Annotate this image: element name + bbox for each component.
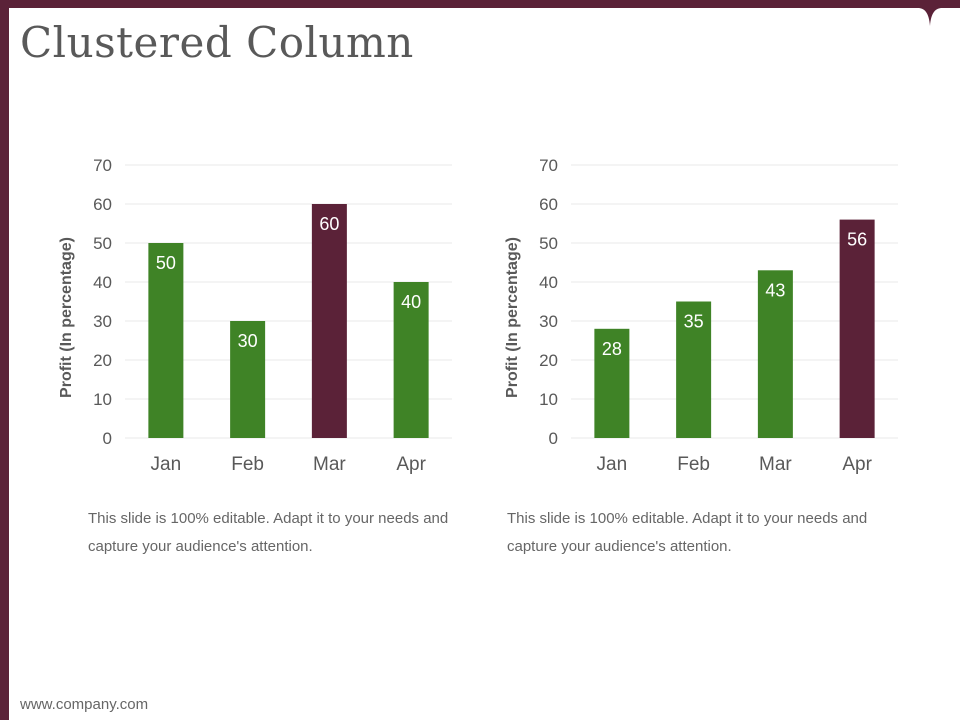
- data-label: 35: [684, 312, 704, 332]
- y-tick-label: 20: [93, 351, 112, 370]
- chart-right-description: This slide is 100% editable. Adapt it to…: [507, 510, 868, 555]
- y-tick-label: 50: [93, 234, 112, 253]
- y-tick-label: 20: [539, 351, 558, 370]
- top-accent-bar: [0, 0, 960, 8]
- data-label: 28: [602, 339, 622, 359]
- y-tick-label: 60: [93, 195, 112, 214]
- left-accent-bar: [0, 0, 9, 720]
- y-tick-label: 30: [93, 312, 112, 331]
- slide-title: Clustered Column: [20, 18, 414, 67]
- y-tick-label: 0: [549, 429, 558, 448]
- data-label: 40: [401, 292, 421, 312]
- y-tick-label: 70: [539, 156, 558, 175]
- chart-left-description: This slide is 100% editable. Adapt it to…: [88, 510, 449, 555]
- y-tick-label: 10: [93, 390, 112, 409]
- data-label: 30: [238, 331, 258, 351]
- chart-left: 0 10 20 30 40 50 60 70 Profit (In percentage) 50 J…: [58, 156, 452, 475]
- corner-notch-decoration: [918, 0, 942, 26]
- y-axis-label: Profit (In percentage): [504, 237, 521, 398]
- bar-mar: [311, 204, 347, 438]
- y-tick-label: 30: [539, 312, 558, 331]
- bar-apr: [393, 282, 429, 438]
- chart-right: 0 10 20 30 40 50 60 70 Profit (In percentage) 28 J…: [504, 156, 898, 475]
- y-tick-label: 10: [539, 390, 558, 409]
- y-tick-label: 50: [539, 234, 558, 253]
- data-label: 50: [156, 253, 176, 273]
- bar-feb: [676, 301, 712, 438]
- data-label: 56: [847, 230, 867, 250]
- x-tick-label: Jan: [597, 454, 628, 475]
- x-tick-label: Feb: [677, 454, 710, 475]
- x-tick-label: Jan: [151, 454, 182, 475]
- y-tick-label: 40: [539, 273, 558, 292]
- x-tick-label: Apr: [842, 454, 872, 475]
- bar-jan: [594, 328, 630, 438]
- data-label: 60: [319, 214, 339, 234]
- bar-mar: [757, 270, 793, 438]
- bar-apr: [839, 219, 875, 438]
- footer-url: www.company.com: [20, 696, 149, 713]
- data-label: 43: [765, 280, 785, 300]
- bar-jan: [148, 243, 184, 438]
- y-tick-label: 0: [103, 429, 112, 448]
- bar-feb: [230, 321, 266, 438]
- y-tick-label: 40: [93, 273, 112, 292]
- x-tick-label: Feb: [231, 454, 264, 475]
- x-tick-label: Apr: [396, 454, 426, 475]
- x-tick-label: Mar: [759, 454, 792, 475]
- y-tick-label: 70: [93, 156, 112, 175]
- x-tick-label: Mar: [313, 454, 346, 475]
- y-axis-label: Profit (In percentage): [58, 237, 75, 398]
- y-tick-label: 60: [539, 195, 558, 214]
